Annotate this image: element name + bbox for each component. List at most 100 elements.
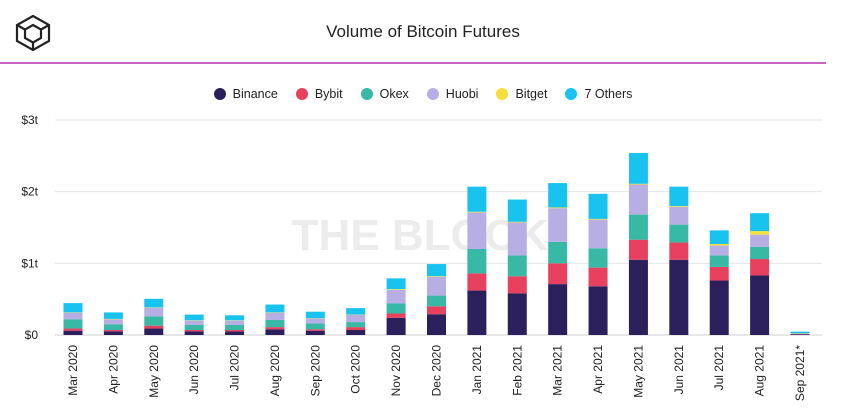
bar-segment-okex[interactable]	[467, 249, 487, 274]
bar-segment-7-others[interactable]	[225, 315, 245, 321]
bar-segment-bybit[interactable]	[709, 266, 729, 281]
bar-segment-okex[interactable]	[507, 255, 527, 277]
bar-segment-7-others[interactable]	[265, 304, 285, 313]
bar-segment-bitget[interactable]	[548, 207, 568, 209]
bar-segment-binance[interactable]	[427, 314, 446, 335]
bar-segment-huobi[interactable]	[103, 319, 123, 325]
bar-segment-okex[interactable]	[427, 295, 446, 307]
bar-segment-bitget[interactable]	[467, 211, 487, 213]
bar-segment-7-others[interactable]	[305, 311, 325, 319]
bar-segment-binance[interactable]	[103, 331, 123, 335]
bar-segment-okex[interactable]	[386, 303, 406, 314]
bar-segment-7-others[interactable]	[386, 278, 406, 290]
bar-segment-binance[interactable]	[750, 275, 770, 335]
bar-segment-binance[interactable]	[225, 331, 245, 335]
bar-segment-huobi[interactable]	[144, 307, 164, 317]
bar-segment-bitget[interactable]	[628, 183, 648, 185]
legend-item-bybit[interactable]: Bybit	[295, 87, 343, 101]
bar-segment-huobi[interactable]	[225, 320, 245, 325]
bar-segment-7-others[interactable]	[588, 193, 608, 219]
bar-segment-bybit[interactable]	[346, 327, 366, 330]
bar-segment-7-others[interactable]	[184, 314, 204, 321]
bar-segment-bitget[interactable]	[386, 289, 406, 290]
legend-item-7-others[interactable]: 7 Others	[565, 87, 632, 101]
bar-segment-bitget[interactable]	[427, 276, 446, 277]
bar-segment-bybit[interactable]	[750, 259, 770, 276]
bar-segment-binance[interactable]	[265, 329, 285, 335]
bar-segment-binance[interactable]	[386, 317, 406, 335]
bar-segment-bybit[interactable]	[63, 328, 83, 331]
bar-segment-huobi[interactable]	[669, 206, 689, 225]
bar-segment-huobi[interactable]	[346, 314, 366, 323]
bar-segment-7-others[interactable]	[669, 186, 689, 206]
bar-segment-huobi[interactable]	[265, 312, 285, 320]
legend-item-binance[interactable]: Binance	[213, 87, 278, 101]
bar-segment-huobi[interactable]	[427, 276, 446, 296]
bar-segment-binance[interactable]	[548, 284, 568, 335]
bar-segment-7-others[interactable]	[467, 186, 487, 212]
bar-segment-bybit[interactable]	[265, 327, 285, 330]
bar-segment-okex[interactable]	[750, 246, 770, 260]
legend-item-okex[interactable]: Okex	[360, 87, 409, 101]
bar-segment-bybit[interactable]	[467, 273, 487, 291]
bar-segment-huobi[interactable]	[548, 208, 568, 242]
bar-segment-binance[interactable]	[790, 334, 810, 335]
bar-segment-7-others[interactable]	[144, 298, 164, 308]
bar-segment-binance[interactable]	[467, 290, 487, 335]
bar-segment-7-others[interactable]	[346, 308, 366, 315]
legend-item-huobi[interactable]: Huobi	[426, 87, 478, 101]
bar-segment-huobi[interactable]	[305, 318, 325, 324]
bar-segment-okex[interactable]	[225, 324, 245, 330]
bar-segment-binance[interactable]	[588, 286, 608, 335]
bar-segment-huobi[interactable]	[184, 320, 204, 325]
bar-segment-bybit[interactable]	[386, 313, 406, 318]
bar-segment-huobi[interactable]	[628, 184, 648, 215]
bar-segment-huobi[interactable]	[467, 212, 487, 249]
bar-segment-okex[interactable]	[709, 255, 729, 267]
bar-segment-binance[interactable]	[144, 328, 164, 335]
bar-segment-7-others[interactable]	[103, 312, 123, 319]
bar-segment-bybit[interactable]	[144, 325, 164, 329]
bar-segment-okex[interactable]	[265, 319, 285, 328]
bar-segment-okex[interactable]	[305, 323, 325, 330]
bar-segment-okex[interactable]	[144, 316, 164, 326]
bar-segment-7-others[interactable]	[790, 331, 810, 334]
bar-segment-huobi[interactable]	[507, 222, 527, 256]
bar-segment-bybit[interactable]	[628, 239, 648, 260]
bar-segment-okex[interactable]	[184, 324, 204, 330]
bar-segment-okex[interactable]	[346, 322, 366, 328]
bar-segment-huobi[interactable]	[750, 234, 770, 247]
bar-segment-binance[interactable]	[184, 331, 204, 335]
bar-segment-okex[interactable]	[103, 324, 123, 330]
bar-segment-bybit[interactable]	[669, 242, 689, 260]
bar-segment-binance[interactable]	[628, 259, 648, 335]
bar-segment-binance[interactable]	[507, 293, 527, 335]
bar-segment-okex[interactable]	[669, 224, 689, 243]
bar-segment-bybit[interactable]	[588, 267, 608, 287]
bar-segment-bybit[interactable]	[225, 329, 245, 332]
bar-segment-bybit[interactable]	[548, 263, 568, 285]
bar-segment-huobi[interactable]	[709, 245, 729, 256]
bar-segment-bybit[interactable]	[184, 329, 204, 332]
bar-segment-7-others[interactable]	[709, 230, 729, 244]
bar-segment-7-others[interactable]	[548, 183, 568, 208]
bar-segment-bybit[interactable]	[103, 329, 123, 332]
bar-segment-binance[interactable]	[669, 259, 689, 335]
bar-segment-7-others[interactable]	[628, 152, 648, 184]
bar-segment-binance[interactable]	[63, 330, 83, 335]
bar-segment-okex[interactable]	[628, 214, 648, 240]
bar-segment-bitget[interactable]	[507, 221, 527, 223]
bar-segment-bitget[interactable]	[588, 218, 608, 220]
bar-segment-huobi[interactable]	[386, 289, 406, 304]
bar-segment-7-others[interactable]	[63, 303, 83, 313]
bar-segment-bitget[interactable]	[669, 206, 689, 207]
bar-segment-7-others[interactable]	[507, 199, 527, 222]
bar-segment-7-others[interactable]	[750, 213, 770, 232]
bar-segment-okex[interactable]	[548, 241, 568, 264]
bar-segment-binance[interactable]	[709, 280, 729, 335]
bar-segment-bybit[interactable]	[305, 329, 325, 331]
bar-segment-binance[interactable]	[305, 330, 325, 335]
bar-segment-7-others[interactable]	[427, 264, 446, 277]
bar-segment-binance[interactable]	[346, 329, 366, 335]
bar-segment-huobi[interactable]	[588, 219, 608, 249]
